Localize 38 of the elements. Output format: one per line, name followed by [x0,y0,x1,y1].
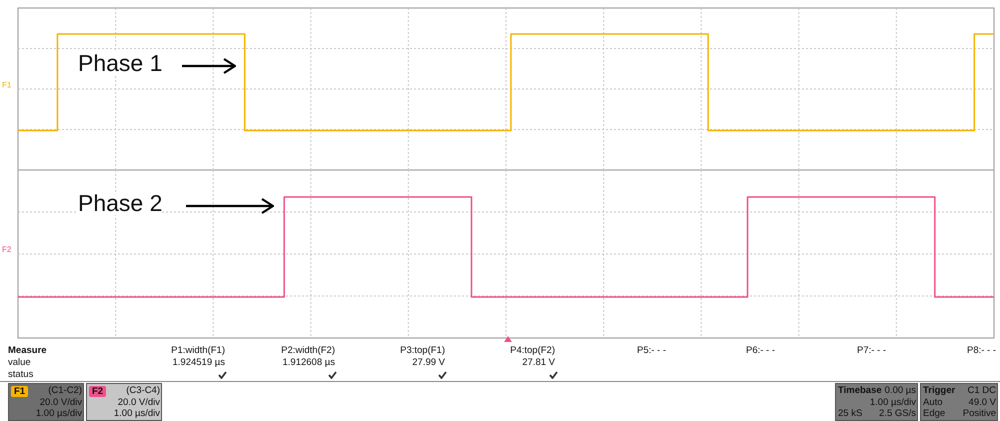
text: P8:- - - [967,345,996,356]
text: 20.0 V/div [40,397,82,408]
text: 0.00 µs [884,385,916,396]
text: F2 [92,386,104,397]
annotation: Phase 1 [78,50,162,76]
text: Edge [923,408,946,419]
text: P7:- - - [857,345,886,356]
text: F2 [2,245,12,254]
text: Auto [923,397,943,408]
text: 1.00 µs/div [114,408,160,419]
text: 20.0 V/div [118,397,160,408]
text: Timebase [838,385,882,396]
text: Measure [8,345,47,356]
annotation: Phase 2 [78,190,162,216]
text: 1.912608 µs [282,357,335,368]
text: F1 [14,386,26,397]
text: P2:width(F2) [281,345,335,356]
text: 1.00 µs/div [870,397,916,408]
text: Positive [962,408,996,419]
text: 1.00 µs/div [36,408,82,419]
text: C1 DC [967,385,996,396]
text: 1.924519 µs [172,357,225,368]
text: P3:top(F1) [400,345,445,356]
text: status [8,369,34,380]
text: 27.99 V [412,357,445,368]
text: P1:width(F1) [171,345,225,356]
text: 27.81 V [522,357,555,368]
text: P4:top(F2) [510,345,555,356]
text: P5:- - - [637,345,666,356]
text: value [8,357,31,368]
text: Trigger [923,385,956,396]
text: 2.5 GS/s [879,408,916,419]
text: F1 [2,80,12,90]
text: P6:- - - [746,345,776,356]
text: 49.0 V [968,397,996,408]
text: (C1-C2) [48,385,82,396]
text: (C3-C4) [126,385,160,396]
text: 25 kS [838,408,862,419]
